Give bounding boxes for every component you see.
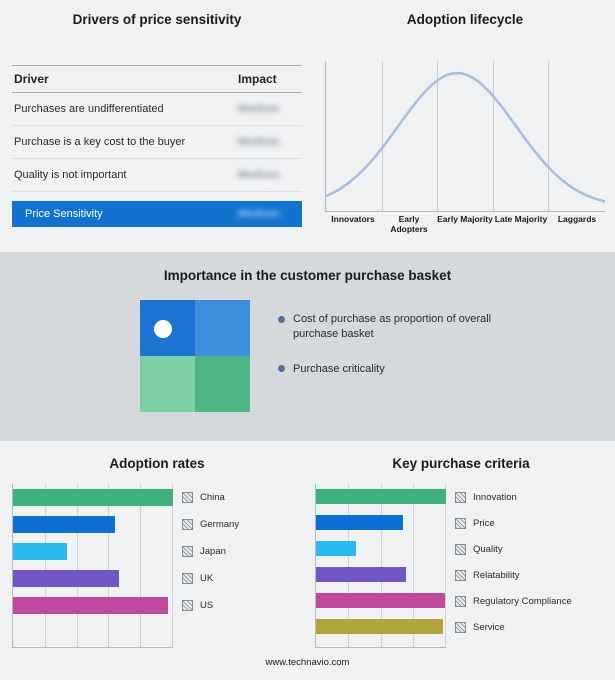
bar-service [316, 619, 444, 634]
driver-cell: Purchases are undifferentiated [14, 103, 164, 115]
column-header-driver: Driver [14, 72, 49, 86]
legend-hatch-icon [182, 492, 193, 503]
legend-item-japan: Japan [182, 538, 239, 565]
legend-item-service: Service [455, 614, 572, 640]
legend-label: Germany [200, 519, 240, 530]
price-sensitivity-label: Price Sensitivity [25, 208, 103, 220]
bar-uk [13, 570, 119, 587]
bell-curve-svg [326, 71, 605, 203]
basket-title: Importance in the customer purchase bask… [163, 268, 452, 283]
adoption-rates-title: Adoption rates [109, 456, 205, 471]
lifecycle-curve [326, 71, 605, 203]
bar-germany [13, 516, 116, 533]
impact-cell-redacted: Medium [238, 169, 280, 181]
legend-label: Innovation [473, 491, 517, 503]
legend-hatch-icon [182, 573, 193, 584]
legend-label: US [200, 600, 214, 611]
bar-us [13, 597, 169, 614]
legend-item-us: US [182, 592, 239, 619]
impact-cell-redacted: Medium [238, 136, 280, 148]
impact-cell-redacted: Medium [238, 103, 280, 115]
driver-cell: Purchase is a key cost to the buyer [14, 136, 186, 148]
bar-relatability [316, 567, 406, 582]
quadrant-top-left [140, 300, 195, 356]
bar-japan [13, 543, 68, 560]
adoption-rates-chart: Adoption rates China Germany Japan UK US [12, 456, 302, 648]
bullet-icon [278, 365, 285, 373]
legend-label: Relatability [473, 569, 520, 581]
legend-label: Service [473, 621, 505, 633]
lifecycle-category: Early Majority [437, 214, 493, 224]
legend-hatch-icon [455, 621, 466, 633]
price-sensitivity-summary-row: Price Sensitivity Medium [12, 201, 302, 227]
adoption-rates-legend: China Germany Japan UK US [182, 484, 239, 648]
legend-hatch-icon [182, 546, 193, 557]
legend-hatch-icon [455, 543, 466, 555]
legend-item-uk: UK [182, 565, 239, 592]
bar-regulatory-compliance [316, 593, 445, 608]
table-row: Purchase is a key cost to the buyer Medi… [12, 126, 302, 159]
quadrant-bottom-left [140, 356, 195, 412]
quadrant-bottom-right [195, 356, 250, 412]
legend-item-regulatory-compliance: Regulatory Compliance [455, 588, 572, 614]
legend-hatch-icon [455, 491, 466, 503]
table-row: Purchases are undifferentiated Medium [12, 93, 302, 126]
legend-item-germany: Germany [182, 511, 239, 538]
legend-item-price: Price [455, 510, 572, 536]
bullet-text: Purchase criticality [293, 362, 385, 375]
bar-quality [316, 541, 357, 556]
legend-label: Quality [473, 543, 503, 555]
legend-hatch-icon [455, 569, 466, 581]
legend-label: UK [200, 573, 214, 584]
basket-band: Importance in the customer purchase bask… [0, 252, 615, 441]
bar-innovation [316, 489, 446, 504]
drivers-title: Drivers of price sensitivity [72, 12, 242, 27]
legend-hatch-icon [455, 595, 466, 607]
impact-cell-redacted: Medium [238, 208, 280, 220]
lifecycle-category: Innovators [331, 214, 375, 224]
lifecycle-category: Laggards [557, 214, 597, 224]
lifecycle-chart [325, 61, 605, 212]
legend-item-innovation: Innovation [455, 484, 572, 510]
position-marker-dot [154, 320, 172, 338]
legend-hatch-icon [455, 517, 466, 529]
bar-price [316, 515, 404, 530]
legend-item-china: China [182, 484, 239, 511]
lifecycle-panel: Adoption lifecycle Innovators Early Adop… [325, 12, 605, 235]
legend-item-quality: Quality [455, 536, 572, 562]
bar-china [13, 489, 173, 506]
technavio-url: www.technavio.com [265, 657, 350, 668]
quadrant-matrix [140, 300, 250, 412]
legend-label: China [200, 492, 225, 503]
lifecycle-title: Adoption lifecycle [406, 12, 524, 27]
drivers-panel: Drivers of price sensitivity Driver Impa… [12, 12, 302, 227]
key-purchase-criteria-legend: Innovation Price Quality Relatability Re… [455, 484, 572, 648]
key-purchase-criteria-chart: Key purchase criteria Innovation Price Q… [315, 456, 607, 648]
bullet-item: Cost of purchase as proportion of overal… [278, 312, 496, 342]
legend-label: Japan [200, 546, 226, 557]
legend-hatch-icon [182, 600, 193, 611]
basket-bullet-list: Cost of purchase as proportion of overal… [278, 312, 496, 397]
quadrant-top-right [195, 300, 250, 356]
column-header-impact: Impact [238, 72, 277, 86]
adoption-rates-plot [12, 484, 173, 648]
key-purchase-criteria-title: Key purchase criteria [392, 456, 530, 471]
driver-cell: Quality is not important [14, 169, 127, 181]
drivers-table-header: Driver Impact [12, 66, 302, 93]
table-row: Quality is not important Medium [12, 159, 302, 192]
legend-hatch-icon [182, 519, 193, 530]
legend-label: Regulatory Compliance [473, 595, 572, 607]
legend-item-relatability: Relatability [455, 562, 572, 588]
lifecycle-category: Early Adopters [390, 214, 428, 234]
legend-label: Price [473, 517, 495, 529]
drivers-table: Driver Impact Purchases are undifferenti… [12, 65, 302, 192]
bullet-icon [278, 315, 285, 323]
lifecycle-category-labels: Innovators Early Adopters Early Majority… [325, 214, 605, 235]
bullet-text: Cost of purchase as proportion of overal… [293, 313, 492, 340]
bullet-item: Purchase criticality [278, 362, 496, 377]
lifecycle-category: Late Majority [494, 214, 548, 224]
key-purchase-criteria-plot [315, 484, 446, 648]
